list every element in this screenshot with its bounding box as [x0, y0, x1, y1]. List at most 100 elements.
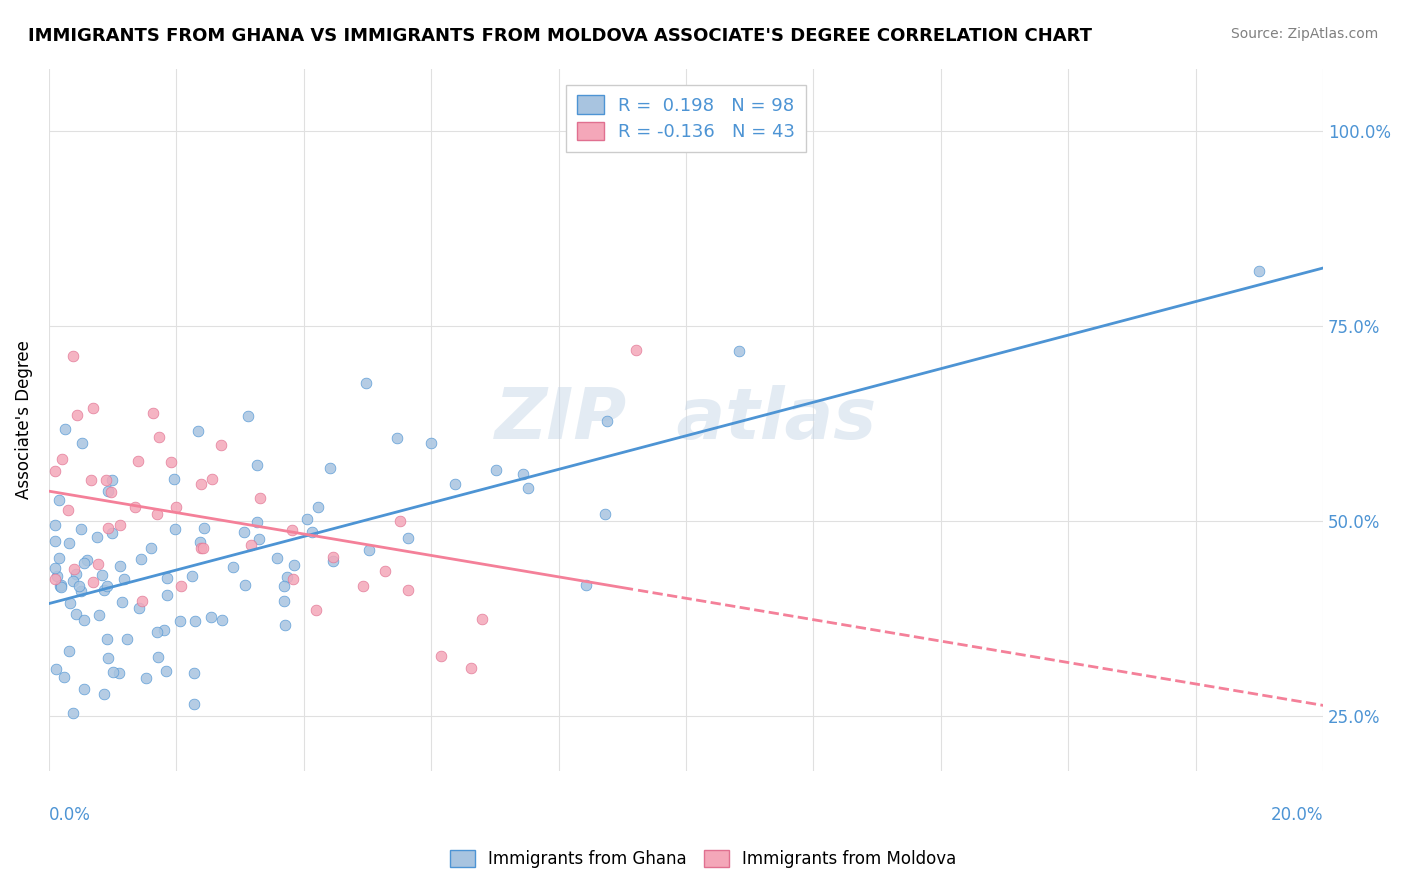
Point: [322, 554, 344, 568]
Point: [236, 409, 259, 423]
Point: [59, 596, 82, 610]
Point: [163, 522, 186, 536]
Point: [44, 572, 66, 586]
Point: [48, 578, 70, 592]
Point: [145, 507, 167, 521]
Point: [58, 502, 80, 516]
Point: [65, 566, 87, 581]
Point: [58, 644, 80, 658]
Point: [273, 579, 295, 593]
Point: [170, 579, 193, 593]
Point: [148, 430, 170, 444]
Point: [233, 525, 256, 540]
Point: [156, 571, 179, 585]
Point: [58, 536, 80, 550]
Point: [53, 422, 76, 436]
Point: [276, 570, 298, 584]
Point: [283, 558, 305, 572]
Text: 20.0%: 20.0%: [1271, 806, 1323, 824]
Point: [62, 706, 84, 720]
Point: [193, 521, 215, 535]
Point: [73, 682, 96, 697]
Point: [388, 514, 411, 528]
Point: [273, 618, 295, 632]
Point: [239, 538, 262, 552]
Point: [44, 561, 66, 575]
Point: [183, 697, 205, 711]
Point: [62, 574, 84, 589]
Point: [142, 406, 165, 420]
Point: [155, 664, 177, 678]
Point: [90, 568, 112, 582]
Point: [374, 564, 396, 578]
Point: [52, 670, 75, 684]
Point: [247, 533, 270, 547]
Legend: Immigrants from Ghana, Immigrants from Moldova: Immigrants from Ghana, Immigrants from M…: [443, 843, 963, 875]
Point: [96, 632, 118, 647]
Point: [100, 526, 122, 541]
Point: [94, 474, 117, 488]
Point: [82, 574, 104, 589]
Point: [354, 376, 377, 391]
Point: [146, 625, 169, 640]
Point: [93, 583, 115, 598]
Point: [44, 517, 66, 532]
Point: [45, 662, 67, 676]
Point: [70, 583, 93, 598]
Point: [76, 552, 98, 566]
Point: [131, 551, 153, 566]
Point: [180, 569, 202, 583]
Point: [48, 550, 70, 565]
Point: [512, 467, 534, 481]
Point: [307, 500, 329, 515]
Point: [82, 401, 104, 416]
Point: [575, 578, 598, 592]
Point: [1249, 264, 1271, 278]
Point: [444, 476, 467, 491]
Point: [97, 521, 120, 535]
Point: [322, 549, 344, 564]
Point: [209, 438, 232, 452]
Text: 0.0%: 0.0%: [49, 806, 91, 824]
Point: [139, 541, 162, 555]
Point: [73, 557, 96, 571]
Point: [190, 477, 212, 491]
Point: [169, 615, 191, 629]
Legend: R =  0.198   N = 98, R = -0.136   N = 43: R = 0.198 N = 98, R = -0.136 N = 43: [567, 85, 806, 153]
Point: [101, 665, 124, 679]
Point: [146, 650, 169, 665]
Point: [100, 473, 122, 487]
Point: [108, 558, 131, 573]
Point: [111, 595, 134, 609]
Point: [51, 580, 73, 594]
Point: [86, 558, 108, 572]
Point: [108, 518, 131, 533]
Point: [485, 463, 508, 477]
Point: [184, 614, 207, 628]
Point: [385, 431, 408, 445]
Point: [246, 458, 269, 472]
Point: [124, 500, 146, 515]
Point: [471, 612, 494, 626]
Point: [51, 578, 73, 592]
Point: [165, 500, 187, 515]
Point: [131, 594, 153, 608]
Text: IMMIGRANTS FROM GHANA VS IMMIGRANTS FROM MOLDOVA ASSOCIATE'S DEGREE CORRELATION : IMMIGRANTS FROM GHANA VS IMMIGRANTS FROM…: [28, 27, 1092, 45]
Point: [62, 349, 84, 363]
Text: Source: ZipAtlas.com: Source: ZipAtlas.com: [1230, 27, 1378, 41]
Point: [517, 481, 540, 495]
Point: [233, 578, 256, 592]
Point: [67, 579, 90, 593]
Point: [162, 472, 184, 486]
Point: [187, 424, 209, 438]
Point: [221, 559, 243, 574]
Point: [280, 523, 302, 537]
Point: [190, 541, 212, 555]
Point: [200, 610, 222, 624]
Point: [183, 666, 205, 681]
Point: [128, 601, 150, 615]
Point: [596, 414, 619, 428]
Point: [70, 436, 93, 450]
Point: [80, 473, 103, 487]
Point: [108, 665, 131, 680]
